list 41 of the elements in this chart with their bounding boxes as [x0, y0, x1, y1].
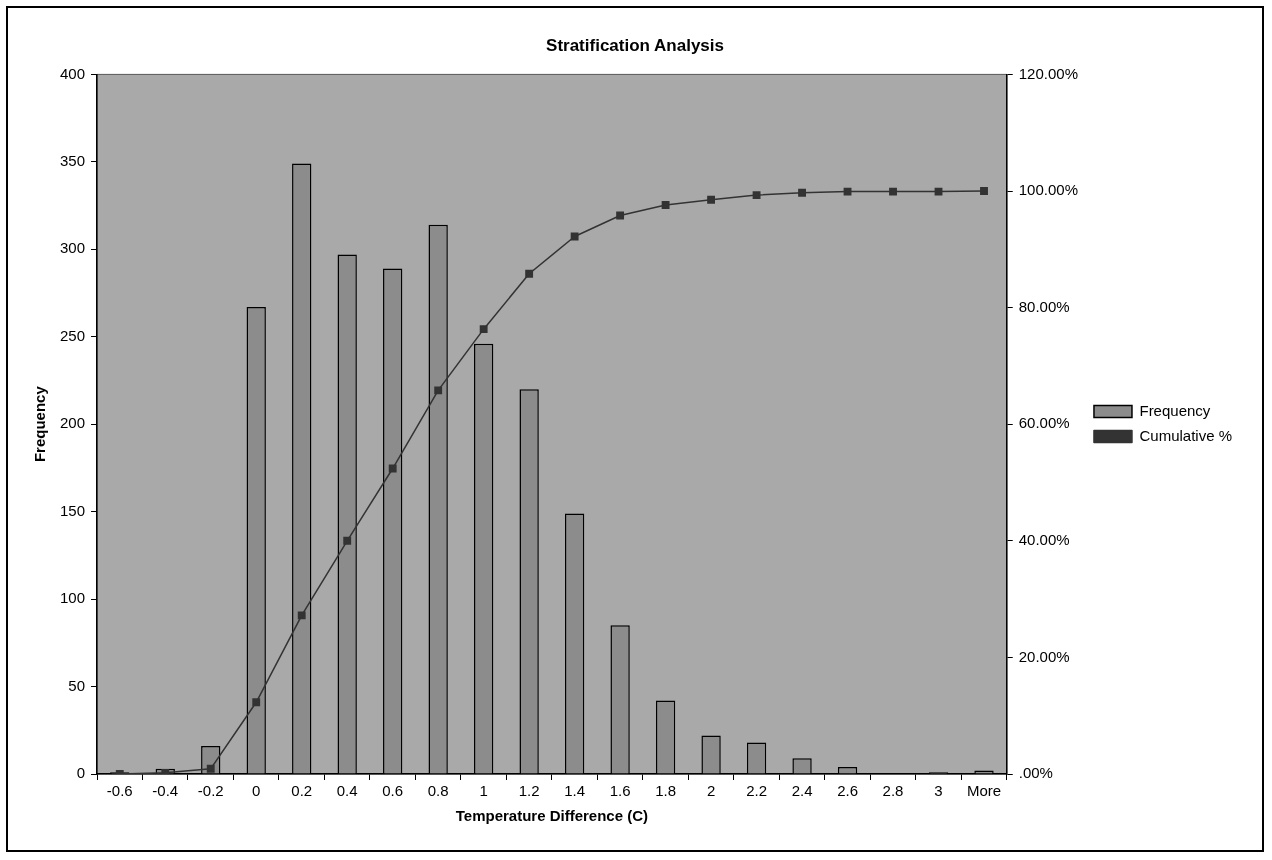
- x-tick-label: 0.8: [427, 782, 449, 800]
- y-tick-label: 50: [68, 676, 86, 694]
- legend-label: Frequency: [1139, 401, 1211, 419]
- y2-tick-label: 40.00%: [1018, 530, 1070, 548]
- chart-title: Stratification Analysis: [546, 35, 724, 55]
- y-tick-label: 100: [60, 589, 86, 607]
- y-tick-label: 300: [60, 239, 86, 257]
- y2-tick-label: 20.00%: [1018, 647, 1070, 665]
- x-tick-label: 2.4: [791, 782, 813, 800]
- y-tick-label: 200: [60, 414, 86, 432]
- x-tick-label: 0.6: [382, 782, 404, 800]
- x-tick-label: 1.2: [518, 782, 540, 800]
- x-tick-label: 0.2: [291, 782, 313, 800]
- x-tick-label: 0.4: [336, 782, 358, 800]
- x-axis-title: Temperature Difference (C): [455, 807, 649, 825]
- y2-tick-label: 60.00%: [1018, 414, 1070, 432]
- x-tick-label: 1: [479, 782, 488, 800]
- x-tick-label: 2.2: [746, 782, 768, 800]
- x-tick-label: More: [966, 782, 1002, 800]
- x-tick-label: -0.4: [152, 782, 179, 800]
- x-tick-label: -0.2: [197, 782, 224, 800]
- x-tick-label: 1.4: [564, 782, 586, 800]
- y-tick-label: 150: [60, 501, 86, 519]
- y2-tick-label: 80.00%: [1018, 297, 1070, 315]
- y-tick-label: 350: [60, 151, 86, 169]
- x-tick-label: 2.6: [837, 782, 858, 800]
- y-tick-label: 0: [76, 764, 86, 782]
- x-tick-label: 3: [934, 782, 943, 800]
- y-axis-title: Frequency: [31, 385, 49, 463]
- x-tick-label: 2.8: [882, 782, 904, 800]
- y2-tick-label: 120.00%: [1018, 64, 1078, 82]
- legend-label: Cumulative %: [1139, 426, 1233, 444]
- y-tick-label: 400: [60, 64, 86, 82]
- x-tick-label: 2: [706, 782, 716, 800]
- x-tick-label: 0: [252, 782, 261, 800]
- y-tick-label: 250: [60, 326, 86, 344]
- y2-tick-label: 100.00%: [1018, 181, 1078, 199]
- x-tick-label: 1.6: [609, 782, 631, 800]
- y2-tick-label: .00%: [1018, 764, 1053, 782]
- x-tick-label: 1.8: [655, 782, 677, 800]
- x-tick-label: -0.6: [106, 782, 133, 800]
